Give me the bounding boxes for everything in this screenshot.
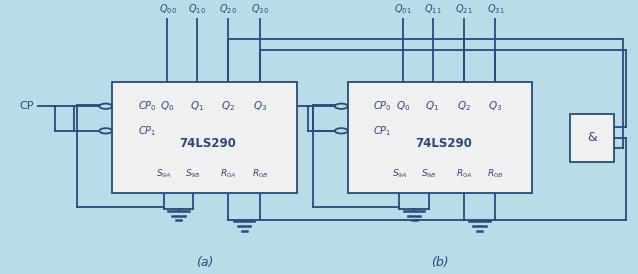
Text: $CP_0$: $CP_0$ — [373, 99, 392, 113]
Text: 74LS290: 74LS290 — [180, 137, 237, 150]
Bar — [348, 82, 532, 193]
Text: $S_{9A}$: $S_{9A}$ — [156, 167, 172, 179]
Text: $R_{0A}$: $R_{0A}$ — [220, 167, 237, 179]
Text: 74LS290: 74LS290 — [415, 137, 472, 150]
Text: $R_{0B}$: $R_{0B}$ — [251, 167, 268, 179]
Text: $S_{9B}$: $S_{9B}$ — [421, 167, 437, 179]
Text: $R_{0A}$: $R_{0A}$ — [456, 167, 472, 179]
Text: $Q_{30}$: $Q_{30}$ — [251, 3, 269, 16]
Text: $Q_2$: $Q_2$ — [457, 99, 471, 113]
Text: $Q_{31}$: $Q_{31}$ — [487, 3, 504, 16]
Text: $S_{9A}$: $S_{9A}$ — [392, 167, 407, 179]
Bar — [112, 82, 297, 193]
Text: $Q_{11}$: $Q_{11}$ — [424, 3, 441, 16]
Text: $Q_0$: $Q_0$ — [160, 99, 175, 113]
Text: (b): (b) — [431, 256, 449, 269]
Text: &: & — [587, 131, 597, 144]
Text: $R_{0B}$: $R_{0B}$ — [487, 167, 503, 179]
Text: $Q_0$: $Q_0$ — [396, 99, 410, 113]
Text: $Q_{21}$: $Q_{21}$ — [455, 3, 473, 16]
Text: $Q_{10}$: $Q_{10}$ — [188, 3, 206, 16]
Text: $Q_3$: $Q_3$ — [253, 99, 267, 113]
Text: $Q_{00}$: $Q_{00}$ — [158, 3, 177, 16]
Text: $Q_3$: $Q_3$ — [488, 99, 503, 113]
Text: $CP_0$: $CP_0$ — [138, 99, 156, 113]
Text: $Q_2$: $Q_2$ — [221, 99, 235, 113]
Text: $Q_1$: $Q_1$ — [190, 99, 204, 113]
Text: $CP_1$: $CP_1$ — [138, 124, 156, 138]
Text: $S_{9B}$: $S_{9B}$ — [186, 167, 201, 179]
Bar — [570, 114, 614, 161]
Text: $CP_1$: $CP_1$ — [373, 124, 392, 138]
Text: $Q_{20}$: $Q_{20}$ — [219, 3, 237, 16]
Text: $Q_1$: $Q_1$ — [426, 99, 440, 113]
Text: CP: CP — [20, 101, 34, 111]
Text: $Q_{01}$: $Q_{01}$ — [394, 3, 412, 16]
Text: (a): (a) — [196, 256, 213, 269]
